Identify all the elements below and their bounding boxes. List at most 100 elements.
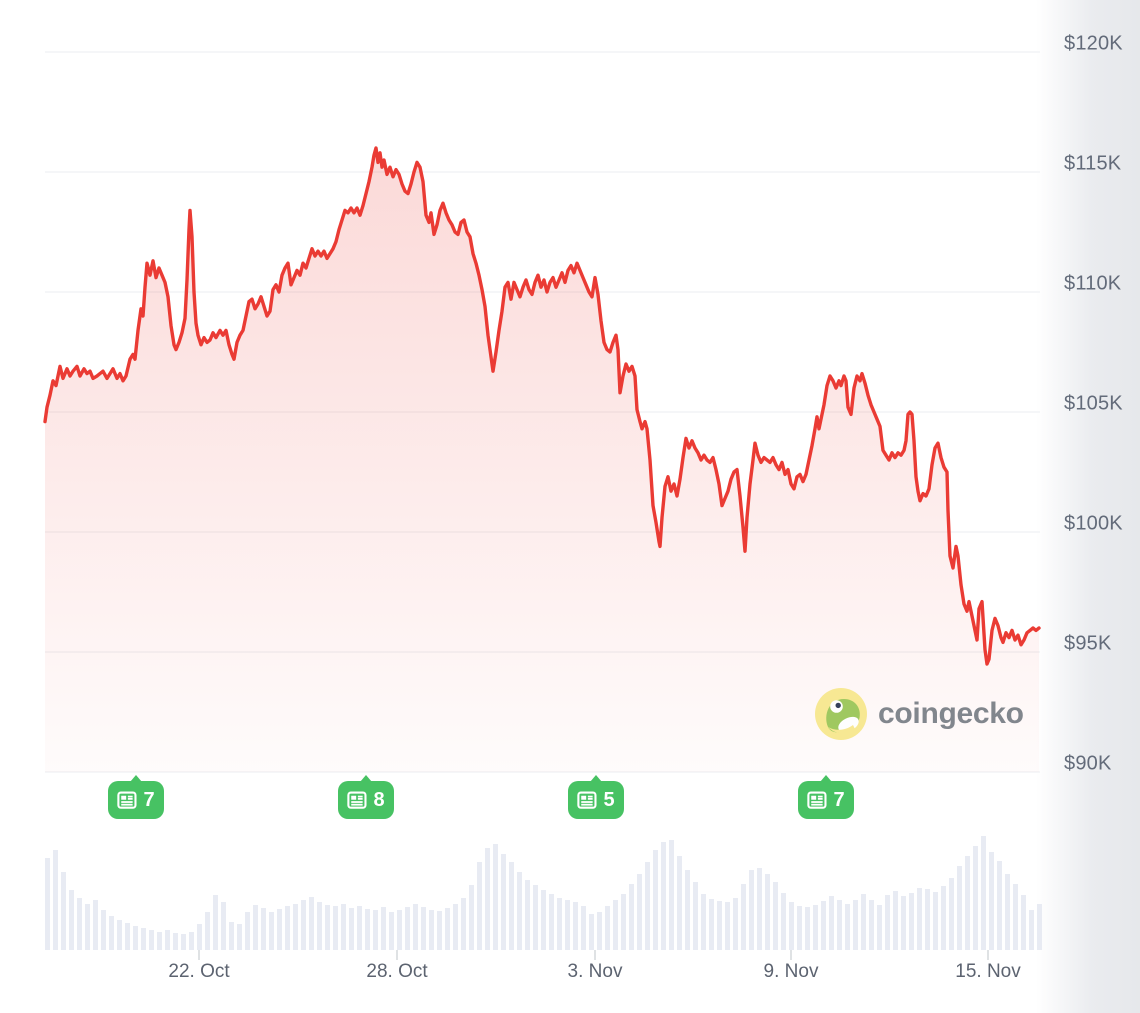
volume-bar bbox=[1029, 910, 1034, 950]
volume-bar bbox=[117, 920, 122, 950]
volume-bar bbox=[93, 900, 98, 950]
volume-bar bbox=[181, 934, 186, 950]
volume-bar bbox=[253, 905, 258, 950]
volume-bar bbox=[269, 912, 274, 950]
volume-bar bbox=[645, 862, 650, 950]
volume-bar bbox=[501, 854, 506, 950]
volume-bar bbox=[541, 890, 546, 950]
volume-bar bbox=[133, 926, 138, 950]
volume-bar bbox=[573, 902, 578, 950]
news-badge[interactable]: 7 bbox=[798, 775, 854, 819]
volume-bar bbox=[669, 840, 674, 950]
volume-bar bbox=[53, 850, 58, 950]
volume-bar bbox=[1005, 874, 1010, 950]
volume-bar bbox=[829, 896, 834, 950]
volume-bar bbox=[1021, 895, 1026, 950]
volume-bar bbox=[365, 909, 370, 950]
volume-bar bbox=[413, 904, 418, 950]
volume-bar bbox=[221, 902, 226, 950]
news-badge[interactable]: 8 bbox=[338, 775, 394, 819]
newspaper-icon bbox=[117, 790, 137, 809]
volume-bar bbox=[205, 912, 210, 950]
volume-bar bbox=[509, 862, 514, 950]
volume-bar bbox=[933, 892, 938, 950]
news-badge[interactable]: 7 bbox=[108, 775, 164, 819]
badge-notch bbox=[360, 775, 372, 782]
volume-bar bbox=[461, 898, 466, 950]
volume-bar bbox=[533, 885, 538, 950]
volume-bar bbox=[61, 872, 66, 950]
volume-bar bbox=[757, 868, 762, 950]
volume-bar bbox=[277, 909, 282, 950]
volume-bar bbox=[453, 904, 458, 950]
news-count: 7 bbox=[833, 789, 845, 811]
volume-bar bbox=[261, 908, 266, 950]
volume-bar bbox=[285, 906, 290, 950]
volume-bar bbox=[917, 888, 922, 950]
volume-bar bbox=[637, 874, 642, 950]
volume-bar bbox=[685, 870, 690, 950]
volume-bar bbox=[405, 907, 410, 950]
volume-bar bbox=[229, 922, 234, 950]
x-axis-ticks bbox=[198, 950, 989, 960]
badge-notch bbox=[820, 775, 832, 782]
volume-bar bbox=[237, 924, 242, 950]
volume-bar bbox=[421, 907, 426, 950]
news-count: 5 bbox=[603, 789, 615, 811]
volume-bar bbox=[589, 914, 594, 950]
newspaper-icon bbox=[347, 790, 367, 809]
volume-bar bbox=[293, 904, 298, 950]
volume-bar bbox=[397, 910, 402, 950]
volume-bar bbox=[949, 878, 954, 950]
volume-bar bbox=[893, 891, 898, 950]
price-line bbox=[43, 146, 1041, 666]
volume-bar bbox=[789, 902, 794, 950]
volume-bar bbox=[973, 846, 978, 950]
volume-bar bbox=[389, 912, 394, 950]
price-area-fill bbox=[45, 148, 1039, 772]
volume-bar bbox=[213, 895, 218, 950]
volume-bar bbox=[877, 905, 882, 950]
volume-bar bbox=[661, 842, 666, 950]
gecko-logo-icon bbox=[815, 688, 867, 740]
volume-bar bbox=[109, 916, 114, 950]
volume-bar bbox=[901, 896, 906, 950]
volume-bar bbox=[77, 898, 82, 950]
volume-bar bbox=[189, 932, 194, 950]
volume-bar bbox=[581, 906, 586, 950]
volume-bar bbox=[517, 872, 522, 950]
volume-bar bbox=[701, 894, 706, 950]
volume-bar bbox=[885, 895, 890, 950]
volume-bar bbox=[69, 890, 74, 950]
volume-bar bbox=[357, 906, 362, 950]
volume-bar bbox=[741, 884, 746, 950]
volume-bar bbox=[157, 932, 162, 950]
news-count: 8 bbox=[373, 789, 385, 811]
volume-bar bbox=[677, 856, 682, 950]
volume-bar bbox=[349, 908, 354, 950]
volume-bar bbox=[173, 933, 178, 950]
volume-bar bbox=[381, 907, 386, 950]
volume-bar bbox=[1013, 884, 1018, 950]
volume-chart bbox=[45, 836, 1042, 950]
newspaper-icon bbox=[807, 790, 827, 809]
volume-bar bbox=[749, 870, 754, 950]
volume-bar bbox=[725, 902, 730, 950]
news-badge[interactable]: 5 bbox=[568, 775, 624, 819]
volume-bar bbox=[837, 900, 842, 950]
volume-bar bbox=[997, 861, 1002, 950]
volume-bar bbox=[429, 910, 434, 950]
coingecko-watermark: coingecko bbox=[815, 688, 1024, 740]
volume-bar bbox=[333, 906, 338, 950]
volume-bar bbox=[85, 904, 90, 950]
volume-bar bbox=[101, 910, 106, 950]
volume-bar bbox=[621, 894, 626, 950]
volume-bar bbox=[493, 844, 498, 950]
volume-bar bbox=[989, 852, 994, 950]
badge-notch bbox=[130, 775, 142, 782]
news-count: 7 bbox=[143, 789, 155, 811]
volume-bar bbox=[805, 907, 810, 950]
